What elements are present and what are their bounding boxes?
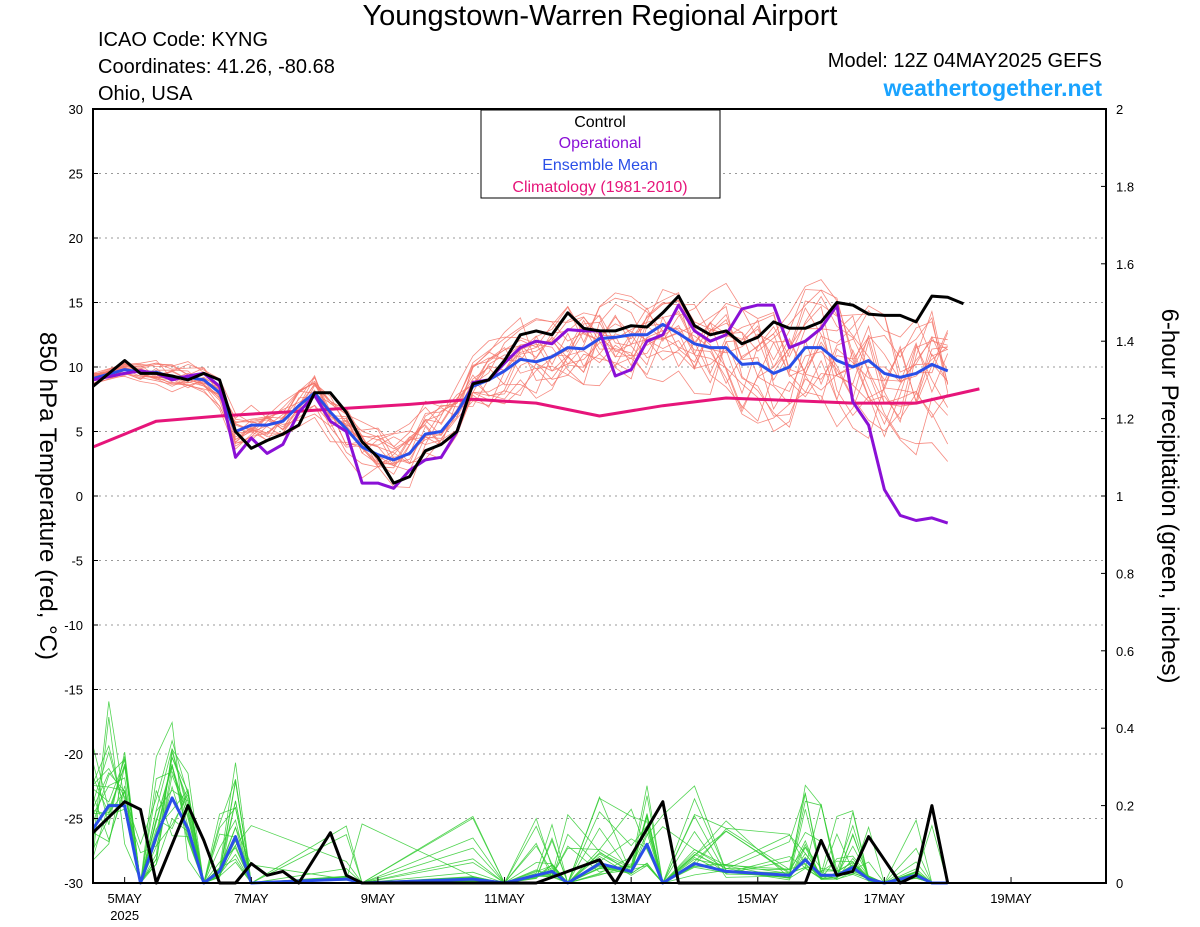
x-tick-label: 19MAY <box>990 891 1032 906</box>
x-tick-label: 5MAY <box>107 891 142 906</box>
right-tick-label: 1 <box>1116 489 1123 504</box>
legend: Control Operational Ensemble Mean Climat… <box>480 109 721 199</box>
site-name: weathertogether.net <box>883 75 1102 101</box>
model-run: Model: 12Z 04MAY2025 GEFS <box>827 50 1102 72</box>
x-tick-label: 11MAY <box>484 891 525 906</box>
right-tick-label: 1.2 <box>1116 412 1134 427</box>
x-tick-label: 7MAY <box>234 891 269 906</box>
left-tick-label: -25 <box>64 812 83 827</box>
ensemble-temp-member <box>92 305 948 466</box>
ensemble-mean-temp-line <box>92 322 949 462</box>
right-tick-label: 0 <box>1116 876 1123 891</box>
right-tick-label: 0.4 <box>1116 721 1134 736</box>
right-tick-label: 1.4 <box>1116 334 1134 349</box>
ensemble-temp-member <box>92 302 949 450</box>
right-tick-label: 0.8 <box>1116 566 1134 581</box>
left-tick-label: -10 <box>64 618 83 633</box>
axis-ticks: 302520151050-5-10-15-20-25-3021.81.61.41… <box>64 102 1134 923</box>
x-year-label: 2025 <box>110 908 139 923</box>
ensemble-temp-member <box>92 292 948 465</box>
left-tick-label: 15 <box>69 296 83 311</box>
x-tick-label: 13MAY <box>610 891 652 906</box>
x-tick-label: 17MAY <box>864 891 906 906</box>
x-tick-label: 9MAY <box>361 891 396 906</box>
icao-code: ICAO Code: KYNG <box>98 29 269 51</box>
legend-climatology: Climatology (1981-2010) <box>512 179 687 196</box>
ensemble-mean-precip-line <box>91 796 948 885</box>
left-tick-label: -5 <box>71 554 83 569</box>
chart-title: Youngstown-Warren Regional Airport <box>362 0 838 32</box>
right-tick-label: 2 <box>1116 102 1123 117</box>
right-tick-label: 1.8 <box>1116 179 1134 194</box>
series-lines <box>91 294 980 885</box>
left-tick-label: 30 <box>69 102 83 117</box>
right-axis-label: 6-hour Precipitation (green, inches) <box>1156 309 1183 684</box>
region: Ohio, USA <box>98 83 193 105</box>
ensemble-precip-member <box>92 772 948 884</box>
left-tick-label: 20 <box>69 231 83 246</box>
coordinates: Coordinates: 41.26, -80.68 <box>98 56 335 78</box>
ensemble-temp-member <box>92 289 949 467</box>
legend-ensemble-mean: Ensemble Mean <box>542 157 658 174</box>
right-tick-label: 0.6 <box>1116 644 1134 659</box>
x-tick-label: 15MAY <box>737 891 779 906</box>
left-tick-label: 25 <box>69 167 83 182</box>
operational-temp-line <box>92 303 949 525</box>
right-tick-label: 0.2 <box>1116 799 1134 814</box>
ensemble-temp-member <box>92 303 948 468</box>
left-tick-label: -20 <box>64 747 83 762</box>
grid-lines <box>93 173 1106 819</box>
left-axis-label: 850 hPa Temperature (red, °C) <box>34 332 61 660</box>
left-tick-label: -15 <box>64 683 83 698</box>
ensemble-temp-member <box>92 313 949 464</box>
control-temp-line <box>92 294 965 485</box>
legend-operational: Operational <box>559 135 642 152</box>
right-tick-label: 1.6 <box>1116 257 1134 272</box>
legend-box <box>480 109 721 199</box>
left-tick-label: 10 <box>69 360 83 375</box>
legend-control: Control <box>574 114 626 131</box>
ensemble-members <box>92 279 949 885</box>
ensemble-temp-member <box>92 314 949 448</box>
left-tick-label: 0 <box>76 489 83 504</box>
ensemble-temp-member <box>92 321 949 465</box>
left-tick-label: 5 <box>76 425 83 440</box>
left-tick-label: -30 <box>64 876 83 891</box>
climatology-line <box>92 387 980 449</box>
